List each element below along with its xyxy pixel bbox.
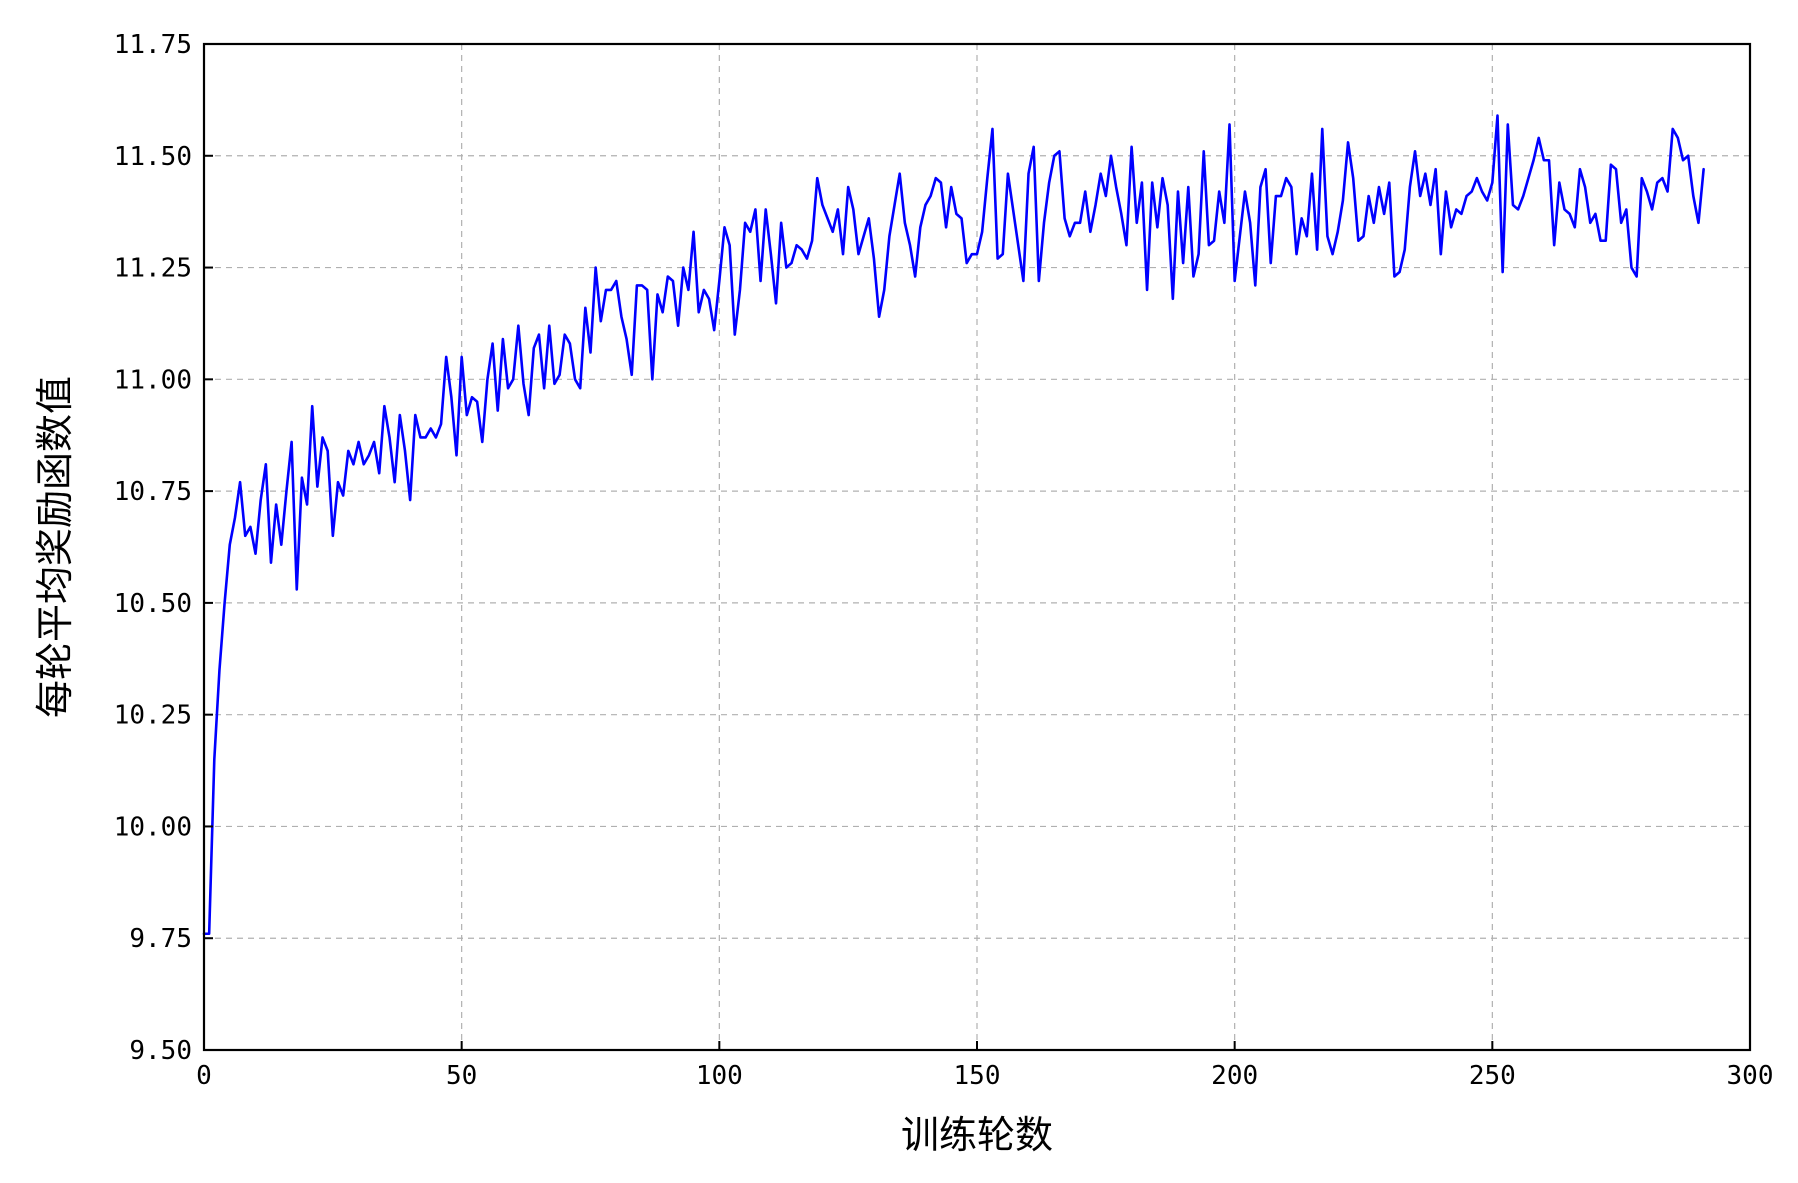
x-tick-label: 300 xyxy=(1727,1061,1774,1091)
x-tick-label: 200 xyxy=(1211,1061,1258,1091)
y-tick-label: 10.25 xyxy=(114,701,192,731)
y-tick-label: 11.75 xyxy=(114,30,192,60)
y-tick-label: 9.75 xyxy=(129,924,192,954)
series-group xyxy=(202,114,1705,936)
x-axis-ticks: 0 50 100 150 200 250 300 xyxy=(196,1041,1773,1091)
x-tick-label: 50 xyxy=(446,1061,477,1091)
x-axis-title: 训练轮数 xyxy=(901,1113,1053,1157)
x-tick-label: 100 xyxy=(696,1061,743,1091)
grid-lines xyxy=(204,44,1750,1050)
x-tick-label: 250 xyxy=(1469,1061,1516,1091)
y-tick-label: 10.00 xyxy=(114,812,192,842)
y-axis-ticks: 9.50 9.75 10.00 10.25 10.50 10.75 11.00 11.25 11… xyxy=(114,30,213,1066)
y-tick-label: 11.50 xyxy=(114,142,192,172)
y-axis-title: 每轮平均奖励函数值 xyxy=(33,376,77,718)
reward-series-line xyxy=(202,114,1705,936)
y-tick-label: 11.25 xyxy=(114,254,192,284)
y-tick-label: 10.75 xyxy=(114,477,192,507)
x-tick-label: 150 xyxy=(954,1061,1001,1091)
x-tick-label: 0 xyxy=(196,1061,212,1091)
y-tick-label: 9.50 xyxy=(129,1036,192,1066)
y-tick-label: 11.00 xyxy=(114,365,192,395)
y-tick-label: 10.50 xyxy=(114,589,192,619)
